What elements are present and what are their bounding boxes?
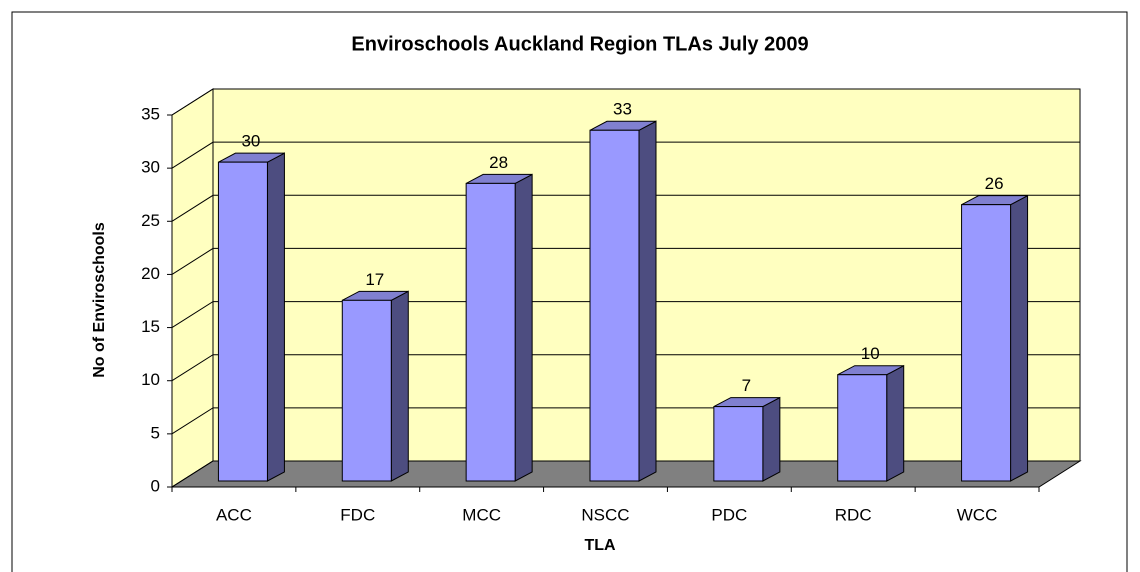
value-label: 26 bbox=[985, 174, 1004, 193]
value-label: 28 bbox=[489, 153, 508, 172]
bar-side bbox=[390, 290, 409, 482]
y-tick-label: 30 bbox=[141, 158, 160, 177]
bar-side bbox=[266, 152, 285, 482]
bar bbox=[217, 161, 268, 482]
chart-title: Enviroschools Auckland Region TLAs July … bbox=[351, 33, 808, 55]
y-tick-label: 15 bbox=[141, 317, 160, 336]
bar bbox=[341, 299, 392, 482]
x-axis-title: TLA bbox=[584, 537, 616, 554]
bar-side bbox=[1010, 194, 1029, 482]
grid-line bbox=[171, 247, 1080, 275]
x-tick-label: ACC bbox=[216, 505, 252, 524]
x-tick-label: WCC bbox=[957, 505, 998, 524]
x-tick-label: FDC bbox=[340, 505, 375, 524]
bar bbox=[589, 129, 640, 482]
grid-line bbox=[171, 194, 1080, 222]
y-tick-label: 5 bbox=[151, 423, 160, 442]
chart-border bbox=[11, 11, 1128, 572]
bar-side bbox=[638, 120, 657, 482]
grid-line bbox=[171, 460, 1080, 488]
y-tick-label: 35 bbox=[141, 104, 160, 123]
y-tick-label: 25 bbox=[141, 211, 160, 230]
grid-line bbox=[171, 407, 1080, 435]
bar-side bbox=[514, 173, 533, 482]
value-label: 17 bbox=[365, 270, 384, 289]
value-label: 30 bbox=[241, 132, 260, 151]
y-tick-label: 0 bbox=[151, 476, 160, 495]
y-tick-label: 10 bbox=[141, 370, 160, 389]
bar bbox=[713, 406, 764, 482]
value-label: 10 bbox=[861, 344, 880, 363]
side-wall bbox=[171, 88, 214, 488]
bar-side bbox=[886, 364, 905, 482]
x-tick-label: RDC bbox=[835, 505, 872, 524]
bar bbox=[837, 374, 888, 482]
bar-side bbox=[762, 396, 781, 482]
bar bbox=[465, 182, 516, 482]
grid-line bbox=[171, 354, 1080, 382]
value-label: 33 bbox=[613, 100, 632, 119]
x-tick-label: PDC bbox=[711, 505, 747, 524]
x-tick-label: MCC bbox=[462, 505, 501, 524]
x-tick-label: NSCC bbox=[581, 505, 629, 524]
grid-line bbox=[171, 88, 1080, 116]
y-axis-title: No of Enviroschools bbox=[91, 222, 108, 378]
y-tick-label: 20 bbox=[141, 264, 160, 283]
value-label: 7 bbox=[742, 376, 751, 395]
grid-line bbox=[171, 301, 1080, 328]
grid-line bbox=[171, 141, 1080, 169]
bar bbox=[961, 204, 1012, 482]
